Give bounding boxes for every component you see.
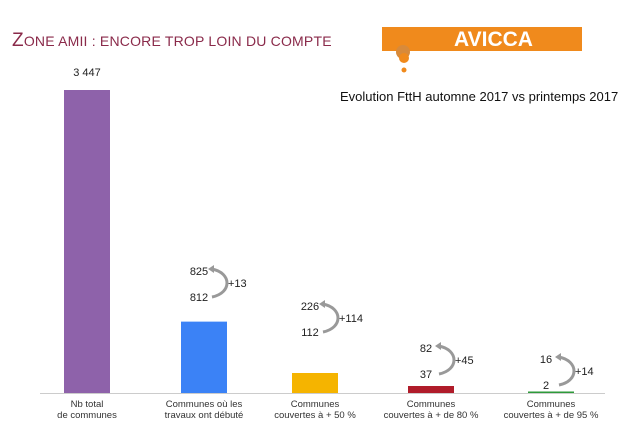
category-label: Communes couvertes à + 50 % xyxy=(274,399,356,421)
title-initial: Z xyxy=(12,30,24,51)
delta-label: +13 xyxy=(228,278,247,290)
delta-label: +114 xyxy=(339,313,363,325)
curved-arrow xyxy=(211,267,229,299)
title-rest: ONE AMII : ENCORE TROP LOIN DU COMPTE xyxy=(23,33,332,49)
new-value-label: 16 xyxy=(540,354,552,366)
arrow-head xyxy=(208,265,214,273)
arrow-head xyxy=(435,342,441,350)
bar xyxy=(181,321,227,393)
value-label: 3 447 xyxy=(73,67,101,79)
delta-label: +14 xyxy=(575,366,594,378)
logo-text: AVICCA xyxy=(454,28,533,51)
bar xyxy=(64,90,110,393)
logo-dot xyxy=(399,53,409,63)
category-label: Communes où les travaux ont débuté xyxy=(164,399,244,421)
category-label: Nb total de communes xyxy=(57,399,117,421)
value-label: 37 xyxy=(420,369,432,381)
curved-arrow xyxy=(322,302,340,334)
bar xyxy=(292,373,338,393)
avicca-logo: AVICCA xyxy=(382,27,582,51)
new-value-label: 82 xyxy=(420,343,432,355)
new-value-label: 226 xyxy=(301,301,319,313)
delta-label: +45 xyxy=(455,355,474,367)
curved-arrow xyxy=(438,344,456,376)
arrow-head xyxy=(555,353,561,361)
chart-subtitle: Evolution FttH automne 2017 vs printemps… xyxy=(340,89,619,104)
new-value-label: 825 xyxy=(190,266,208,278)
value-label: 112 xyxy=(301,327,319,339)
logo-dot xyxy=(401,67,407,73)
value-label: 2 xyxy=(543,380,549,392)
value-label: 812 xyxy=(190,292,208,304)
bar xyxy=(408,386,454,393)
slide-title: ZONE AMII : ENCORE TROP LOIN DU COMPTE xyxy=(12,30,332,52)
curved-arrow xyxy=(558,355,576,387)
bar xyxy=(528,391,574,393)
arrow-head xyxy=(319,300,325,308)
category-label: Communes couvertes à + de 95 % xyxy=(503,399,599,421)
category-label: Communes couvertes à + de 80 % xyxy=(383,399,479,421)
